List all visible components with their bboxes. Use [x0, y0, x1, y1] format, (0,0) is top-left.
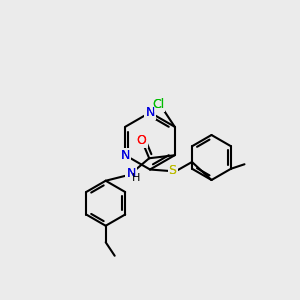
Text: S: S [169, 164, 176, 178]
Text: N: N [145, 106, 155, 119]
Text: Cl: Cl [152, 98, 164, 111]
Text: N: N [127, 167, 136, 180]
Text: H: H [132, 173, 140, 183]
Text: Cl: Cl [152, 98, 164, 111]
Text: N: N [145, 106, 155, 119]
Text: S: S [169, 164, 176, 178]
Text: O: O [137, 134, 147, 147]
Text: O: O [137, 134, 147, 147]
Text: N: N [127, 167, 136, 180]
Text: N: N [121, 149, 130, 162]
Text: N: N [121, 149, 130, 162]
